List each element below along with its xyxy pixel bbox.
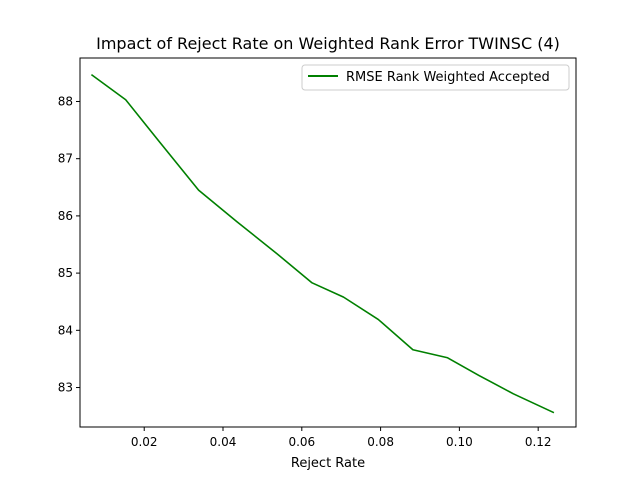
y-tick-label: 84 (58, 323, 73, 337)
x-tick-label: 0.12 (525, 435, 552, 449)
legend-label: RMSE Rank Weighted Accepted (346, 70, 550, 85)
x-axis: 0.02 0.04 0.06 0.08 0.10 0.12 (131, 427, 552, 449)
y-tick-label: 85 (58, 266, 73, 280)
x-tick-label: 0.06 (288, 435, 315, 449)
y-tick-label: 86 (58, 209, 73, 223)
y-tick-label: 87 (58, 152, 73, 166)
x-tick-label: 0.10 (446, 435, 473, 449)
chart-title: Impact of Reject Rate on Weighted Rank E… (96, 34, 560, 53)
x-axis-label: Reject Rate (291, 456, 365, 471)
plot-area (90, 73, 555, 414)
y-tick-label: 83 (58, 381, 73, 395)
series-line-0 (90, 73, 555, 414)
plot-frame (79, 57, 577, 428)
legend: RMSE Rank Weighted Accepted (301, 64, 570, 91)
x-tick-label: 0.08 (367, 435, 394, 449)
y-tick-label: 88 (58, 94, 73, 108)
x-tick-label: 0.04 (210, 435, 237, 449)
legend-box (301, 64, 570, 91)
x-tick-label: 0.02 (131, 435, 158, 449)
y-axis: 83 84 85 86 87 88 (58, 94, 80, 395)
